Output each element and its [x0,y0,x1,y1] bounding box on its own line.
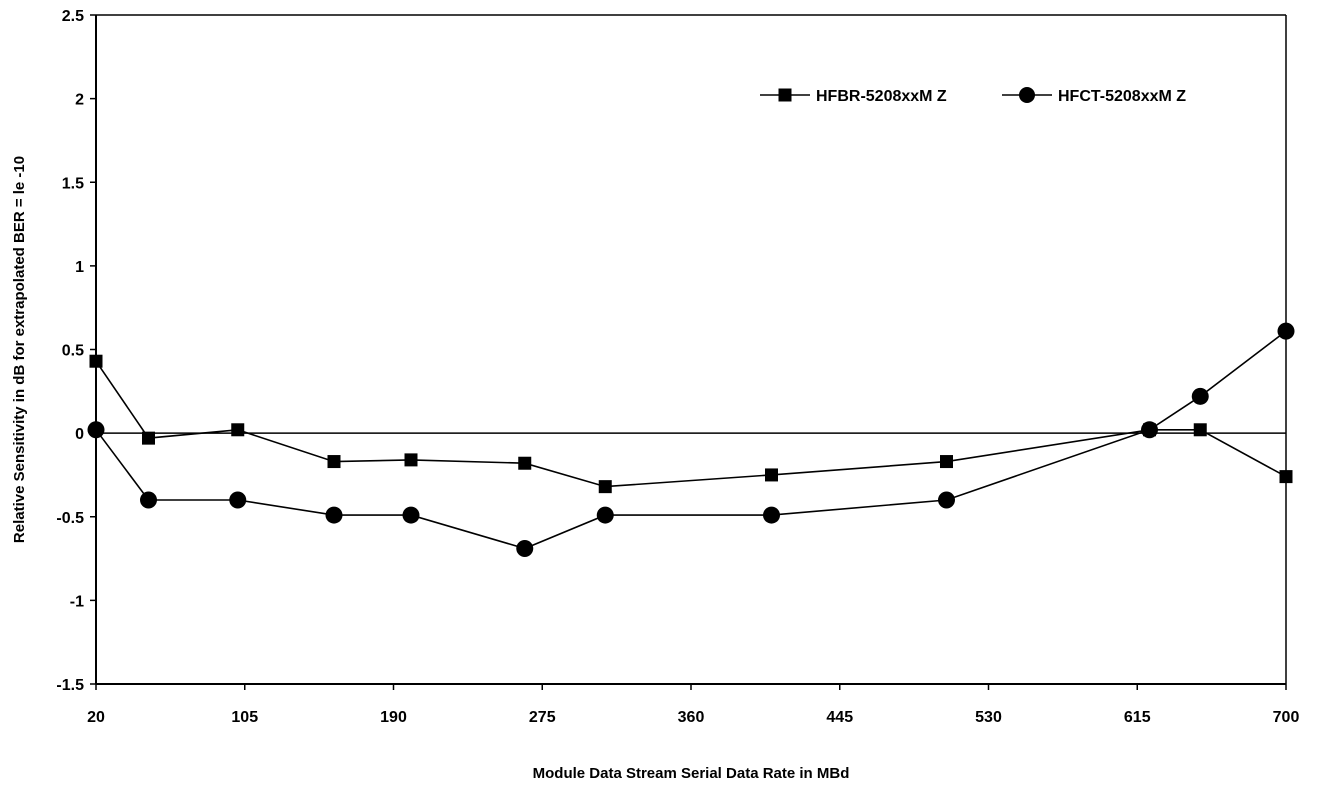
data-point-circle [140,491,157,509]
x-tick-label: 700 [1273,709,1300,726]
y-tick-label: -0.5 [56,510,84,527]
x-tick-label: 530 [975,709,1002,726]
data-point-square [231,423,245,437]
data-point-square [1279,470,1293,484]
y-tick-label: 1 [75,259,84,276]
legend-label: HFCT-5208xxM Z [1058,88,1186,105]
data-point-circle [938,491,955,509]
data-point-square [142,431,155,445]
y-tick-label: 0.5 [62,343,84,360]
legend-marker-circle [1019,87,1035,103]
y-tick-label: -1.5 [56,677,84,694]
data-point-circle [87,421,105,439]
data-point-circle [516,540,534,558]
x-tick-label: 445 [826,709,853,726]
data-point-circle [1191,387,1209,405]
data-point-circle [1277,322,1295,340]
x-tick-label: 20 [87,709,105,726]
data-point-circle [325,506,343,524]
y-tick-label: 0 [75,426,84,443]
data-point-square [89,354,103,368]
y-axis-title: Relative Sensitivity in dB for extrapola… [11,156,28,543]
data-point-square [765,468,778,482]
legend-item-2: HFCT-5208xxM Z [1002,87,1186,105]
legend-label: HFBR-5208xxM Z [816,88,947,105]
data-point-circle [229,491,247,509]
data-point-square [404,453,418,467]
series-2 [87,322,1295,558]
y-tick-label: 1.5 [62,175,84,192]
data-point-square [327,455,341,469]
y-tick-label: 2 [75,92,84,109]
x-axis-title: Module Data Stream Serial Data Rate in M… [533,765,850,782]
x-tick-label: 360 [678,709,705,726]
x-tick-label: 190 [380,709,407,726]
data-point-square [940,455,953,469]
data-point-circle [596,506,614,524]
data-point-circle [402,506,420,524]
x-tick-label: 275 [529,709,556,726]
data-point-circle [1141,421,1158,439]
series-1 [89,354,1293,494]
series-line [95,360,1287,488]
y-tick-label: -1 [70,593,84,610]
y-tick-label: 2.5 [62,8,84,25]
data-point-square [1193,423,1207,437]
legend: HFBR-5208xxM Z HFCT-5208xxM Z [760,87,1186,105]
series-layer [87,322,1295,558]
legend-item-1: HFBR-5208xxM Z [760,88,947,105]
data-point-square [598,480,612,494]
x-tick-label: 615 [1124,709,1151,726]
data-point-circle [763,506,780,524]
legend-marker-square [778,88,792,102]
series-line [95,330,1287,550]
x-tick-label: 105 [231,709,258,726]
data-point-square [518,456,532,470]
axes: -1.5 -1 -0.5 0 0.5 1 1.5 2 2.5 20 105 190 275 360 445 5… [56,8,1299,726]
